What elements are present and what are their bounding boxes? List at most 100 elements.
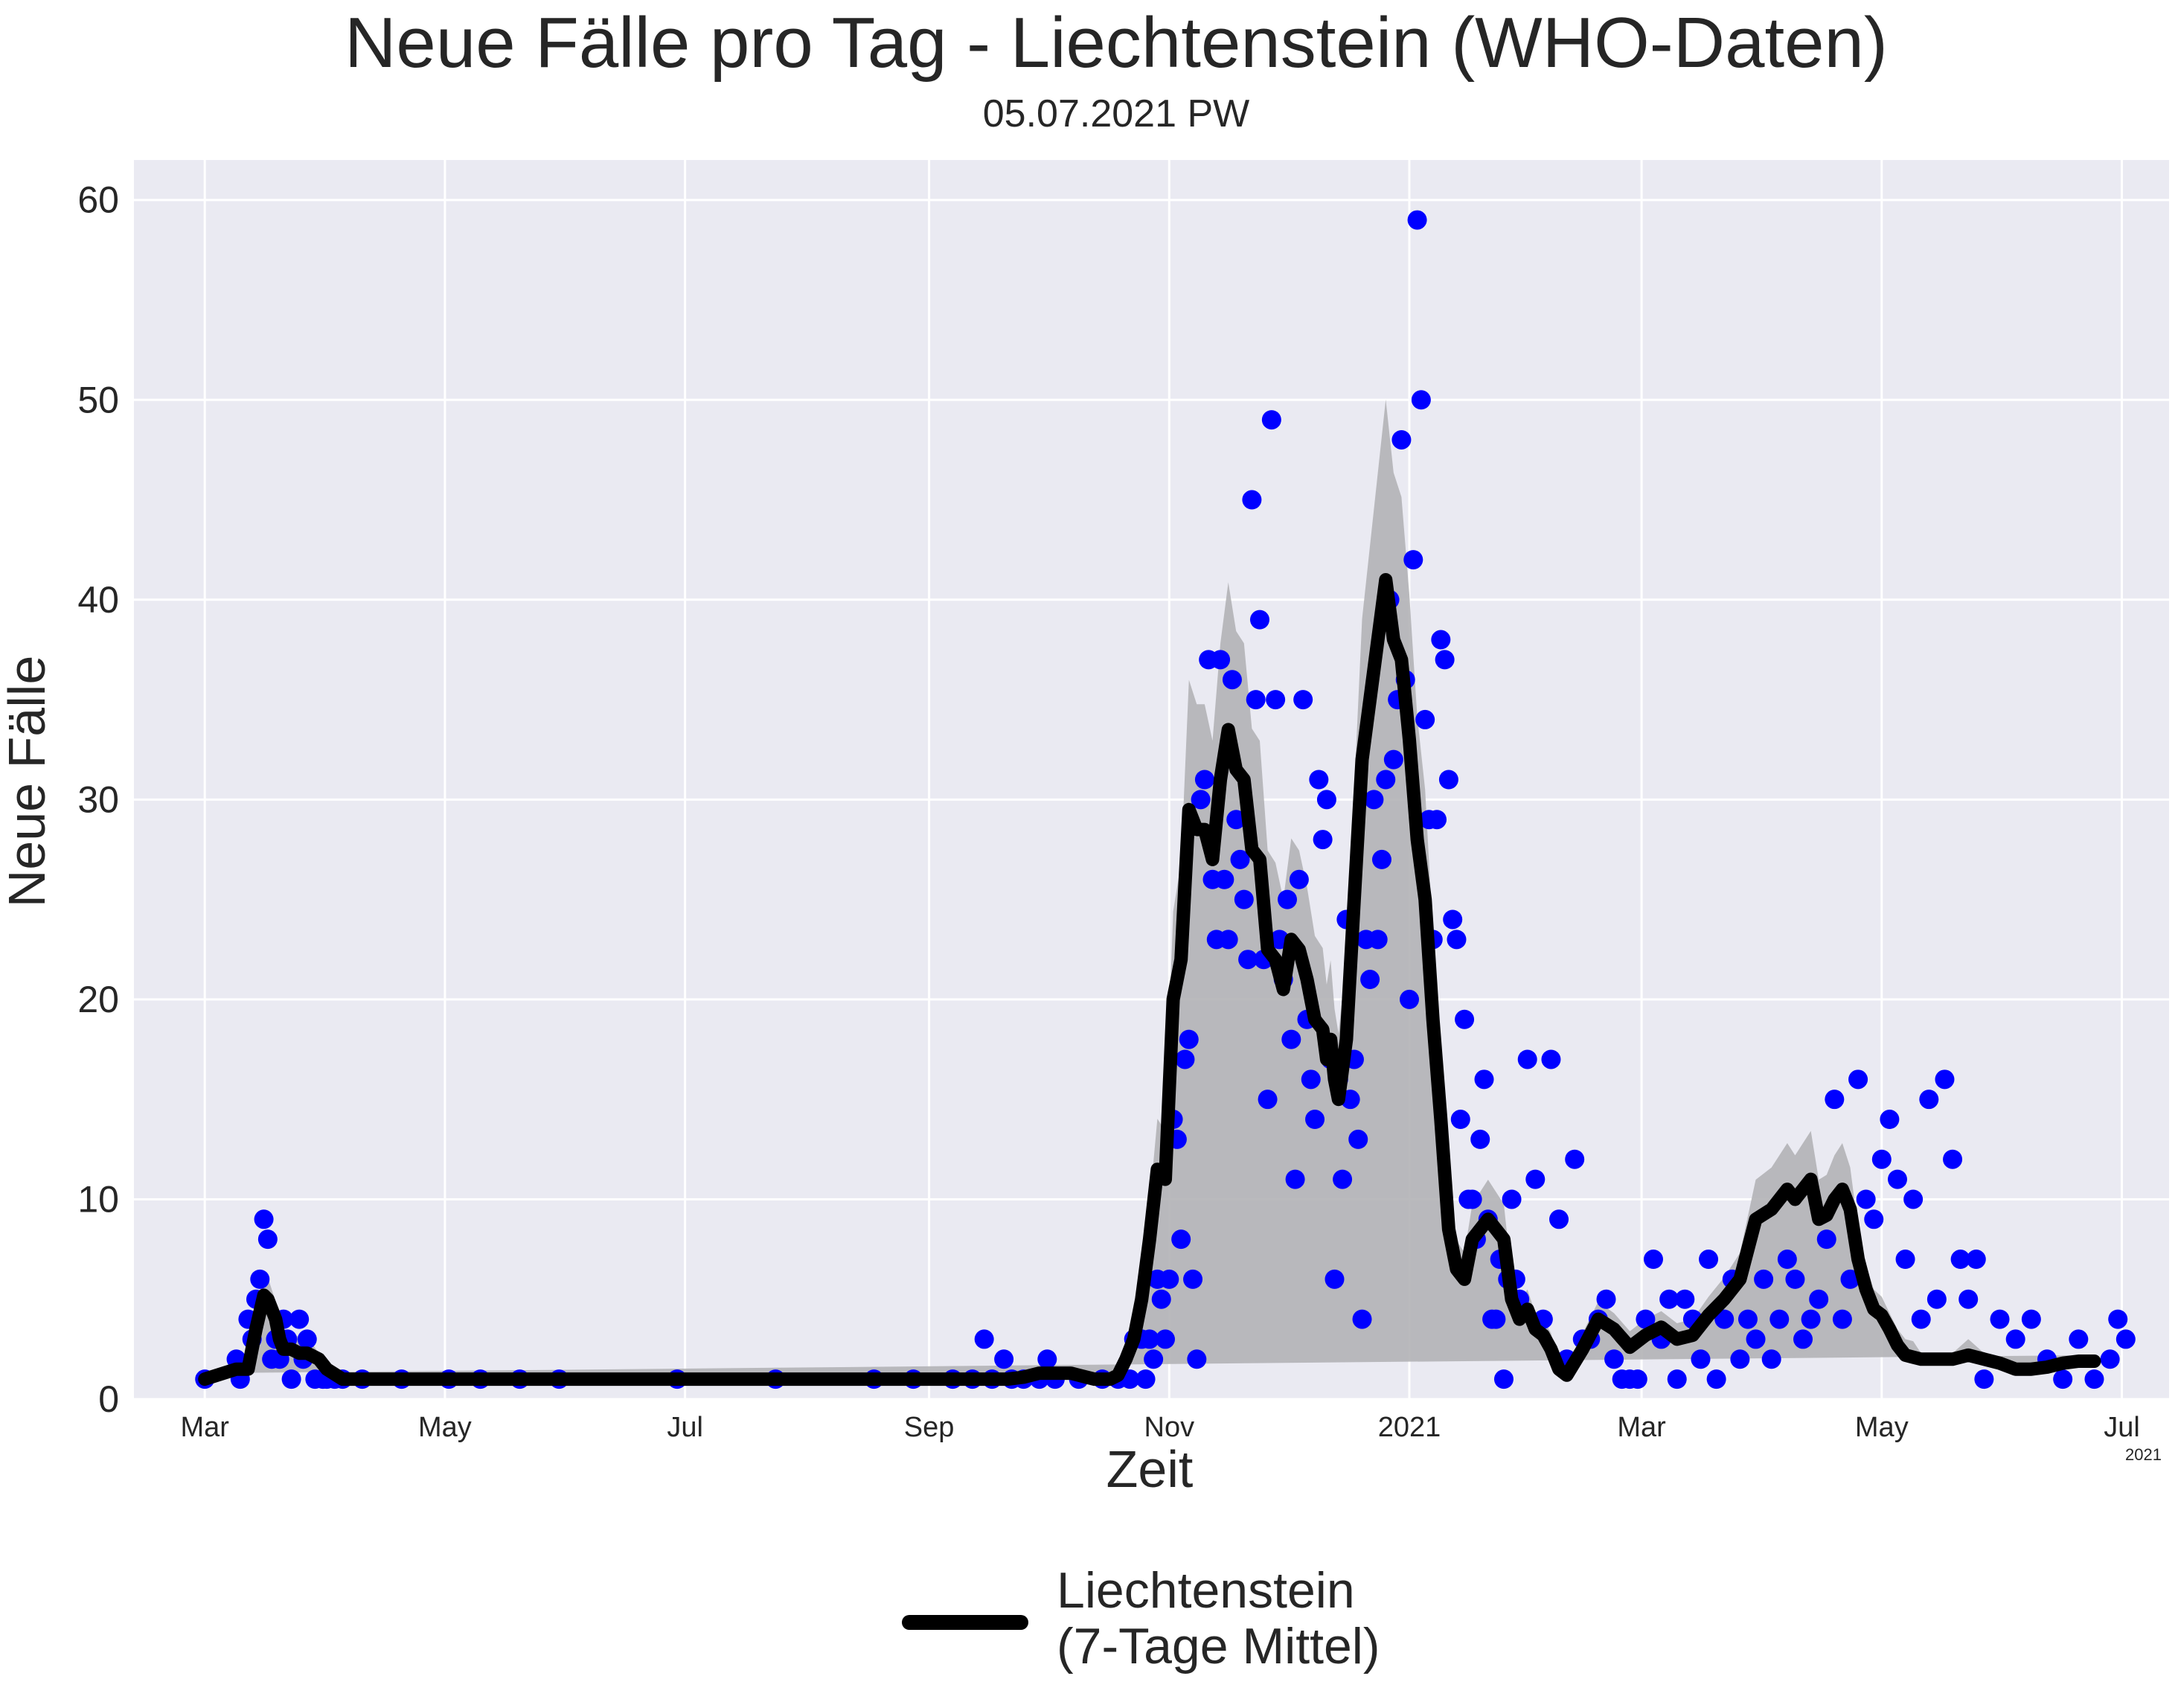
data-point: [1258, 1090, 1278, 1110]
data-point: [1371, 849, 1391, 869]
data-point: [1990, 1309, 2010, 1329]
y-tick-labels: 0 10 20 30 40 50 60: [77, 179, 119, 1420]
data-point: [1285, 1169, 1305, 1189]
legend-label-line2: (7-Tage Mittel): [1057, 1618, 1380, 1675]
data-point: [1714, 1309, 1735, 1329]
data-point: [974, 1329, 994, 1349]
data-point: [1565, 1149, 1585, 1169]
data-point: [1935, 1069, 1955, 1090]
data-point: [1400, 989, 1420, 1009]
data-point: [1470, 1129, 1490, 1149]
data-point: [1699, 1250, 1719, 1270]
data-point: [1761, 1349, 1781, 1369]
x-tick-label: Mar: [1617, 1412, 1666, 1443]
data-point: [1151, 1289, 1171, 1309]
data-point: [1627, 1369, 1647, 1389]
data-point: [1218, 930, 1238, 950]
data-point: [1667, 1369, 1687, 1389]
data-point: [1880, 1110, 1900, 1130]
data-point: [1486, 1309, 1506, 1329]
data-point: [1864, 1209, 1884, 1229]
data-point: [994, 1349, 1014, 1369]
data-point: [1179, 1029, 1199, 1049]
data-point: [1462, 1189, 1482, 1209]
data-point: [1816, 1229, 1836, 1250]
data-point: [1187, 1349, 1207, 1369]
data-point: [1596, 1289, 1616, 1309]
data-point: [1238, 950, 1258, 970]
data-point: [1139, 1329, 1159, 1349]
data-point: [2069, 1329, 2089, 1349]
data-point: [1604, 1349, 1624, 1369]
y-tick-label: 60: [77, 179, 119, 221]
data-point: [1403, 550, 1423, 570]
data-point: [1840, 1269, 1860, 1289]
data-point: [1801, 1309, 1821, 1329]
data-point: [1159, 1269, 1179, 1289]
data-point: [1352, 1309, 1372, 1329]
data-point: [1316, 790, 1336, 810]
x-tick-label: Nov: [1144, 1412, 1195, 1443]
data-point: [1360, 970, 1380, 990]
data-point: [1293, 690, 1313, 710]
data-point: [2108, 1309, 2128, 1329]
data-point: [1746, 1329, 1766, 1349]
x-axis-offset-label: 2021: [2125, 1445, 2162, 1464]
data-point: [1305, 1110, 1325, 1130]
data-point: [1769, 1309, 1790, 1329]
data-point: [2005, 1329, 2025, 1349]
data-point: [1659, 1289, 1679, 1309]
data-point: [1974, 1369, 1994, 1389]
data-point: [1502, 1189, 1522, 1209]
data-point: [1737, 1309, 1758, 1329]
data-point: [1438, 770, 1458, 790]
data-point: [1183, 1269, 1203, 1289]
data-point: [1266, 690, 1286, 710]
data-point: [1391, 429, 1412, 450]
data-point: [1887, 1169, 1907, 1189]
data-point: [1450, 1110, 1470, 1130]
data-point: [1230, 849, 1250, 869]
data-point: [1301, 1069, 1321, 1090]
data-point: [1144, 1349, 1164, 1369]
data-point: [2115, 1329, 2136, 1349]
data-point: [1474, 1069, 1494, 1090]
data-point: [1313, 830, 1333, 850]
chart-subtitle: 05.07.2021 PW: [983, 92, 1249, 135]
data-point: [1407, 210, 1427, 230]
data-point: [297, 1329, 317, 1349]
x-tick-label: 2021: [1378, 1412, 1441, 1443]
data-point: [1871, 1149, 1892, 1169]
data-point: [1191, 790, 1211, 810]
data-point: [1234, 889, 1254, 909]
x-tick-label: Jul: [2104, 1412, 2140, 1443]
data-point: [1777, 1250, 1797, 1270]
data-point: [1037, 1349, 1057, 1369]
data-point: [250, 1269, 270, 1289]
data-point: [1222, 670, 1242, 690]
data-point: [1333, 1169, 1353, 1189]
x-tick-labels: Mar May Jul Sep Nov 2021 Mar May Jul: [180, 1412, 2139, 1443]
data-point: [1415, 709, 1435, 729]
data-point: [1156, 1329, 1176, 1349]
data-point: [1175, 1049, 1195, 1069]
data-point: [2084, 1369, 2104, 1389]
data-point: [1636, 1309, 1656, 1329]
data-point: [257, 1229, 278, 1250]
data-point: [2053, 1369, 2073, 1389]
data-point: [1289, 869, 1309, 889]
data-point: [1447, 930, 1467, 950]
data-point: [1246, 690, 1266, 710]
data-point: [1832, 1309, 1852, 1329]
data-point: [1368, 930, 1388, 950]
y-tick-label: 50: [77, 379, 119, 420]
data-point: [1226, 810, 1246, 830]
data-point: [1455, 1009, 1475, 1029]
data-point: [1943, 1149, 1963, 1169]
data-point: [2100, 1349, 2120, 1369]
data-point: [1171, 1229, 1191, 1250]
data-point: [1675, 1289, 1695, 1309]
x-axis-label: Zeit: [1106, 1440, 1194, 1498]
data-point: [1431, 630, 1451, 650]
series-line: [198, 573, 2101, 1386]
